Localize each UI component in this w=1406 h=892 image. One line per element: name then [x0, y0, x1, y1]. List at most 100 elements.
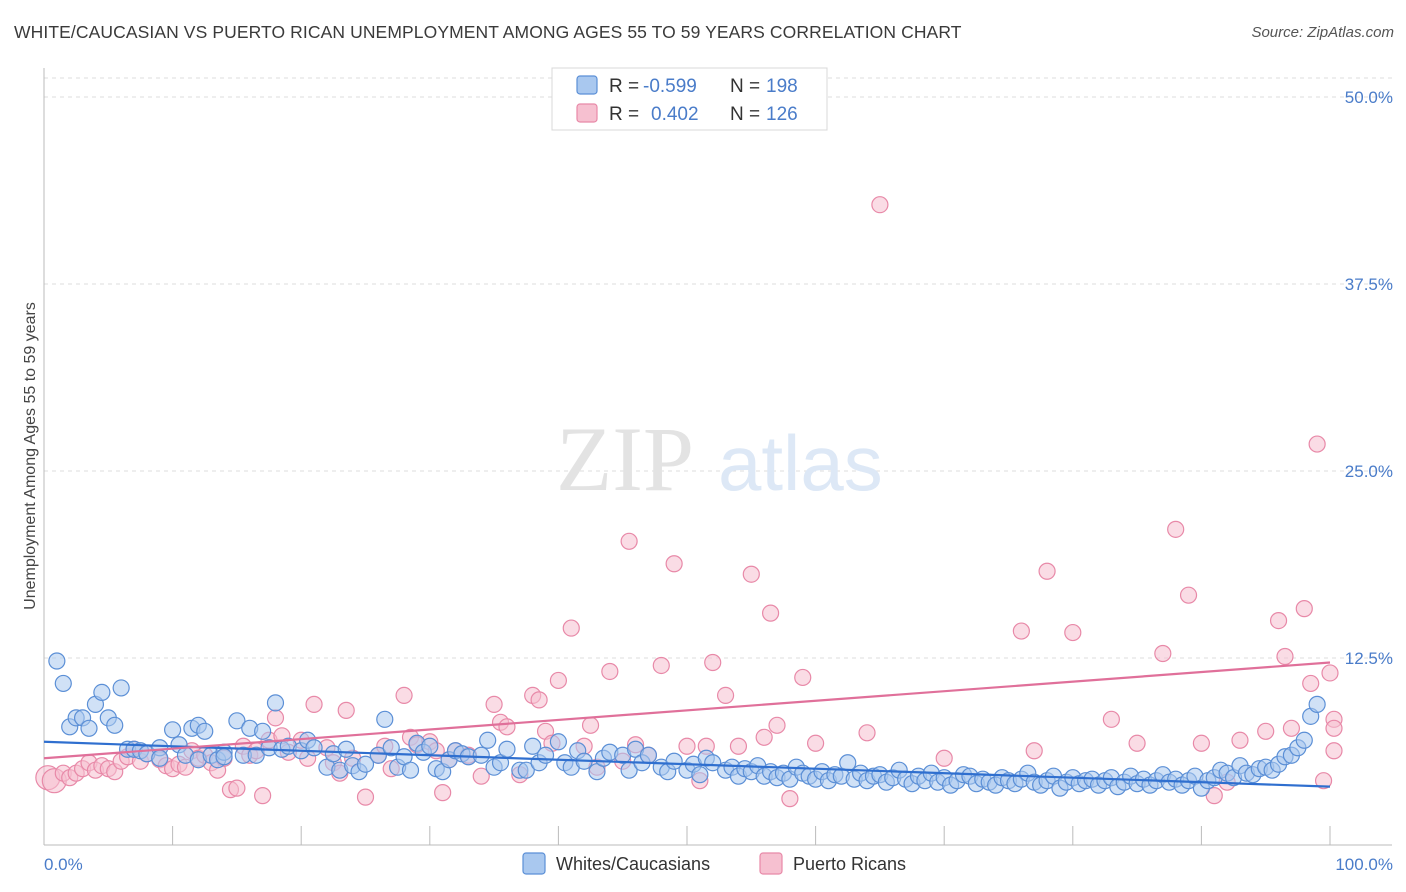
white-point	[639, 746, 658, 764]
legend-r-label-1: R =	[609, 76, 639, 97]
legend-n-value-1: 198	[766, 76, 798, 97]
puerto-rican-point	[806, 734, 825, 752]
y-axis-label: Unemployment Among Ages 55 to 59 years	[22, 302, 39, 610]
puerto-rican-point	[1282, 719, 1301, 737]
puerto-rican-point	[485, 695, 503, 713]
puerto-rican-point	[1276, 647, 1294, 666]
white-point	[1308, 695, 1326, 713]
series-swatch-puerto-ricans	[759, 852, 783, 875]
puerto-rican-point	[1269, 611, 1288, 630]
puerto-rican-point	[858, 724, 876, 742]
puerto-rican-point	[395, 686, 413, 705]
puerto-rican-point	[1192, 734, 1211, 752]
watermark: ZIP atlas	[556, 408, 883, 510]
white-point	[80, 719, 98, 737]
puerto-rican-point	[601, 662, 619, 681]
puerto-rican-point	[1128, 734, 1146, 752]
puerto-rican-point	[1205, 787, 1223, 805]
puerto-rican-point	[742, 565, 760, 583]
puerto-rican-point	[794, 668, 812, 687]
puerto-rican-point	[498, 718, 516, 736]
white-point	[536, 746, 555, 764]
white-point	[517, 761, 535, 779]
puerto-rican-point	[1325, 719, 1343, 737]
white-point	[93, 683, 111, 702]
white-point	[401, 761, 420, 779]
puerto-rican-point	[581, 716, 600, 734]
white-points	[48, 652, 1326, 797]
y-tick-label: 50.0%	[1345, 88, 1393, 107]
y-tick-label: 37.5%	[1345, 275, 1393, 294]
white-point	[48, 652, 66, 670]
puerto-rican-point	[1302, 674, 1320, 693]
puerto-rican-point	[716, 686, 735, 705]
legend-n-value-2: 126	[766, 104, 798, 125]
puerto-rican-point	[755, 728, 773, 746]
y-tick-label: 12.5%	[1345, 649, 1393, 668]
white-point	[215, 748, 233, 766]
puerto-rican-point	[1231, 731, 1249, 749]
puerto-rican-point	[1325, 742, 1343, 760]
puerto-rican-point	[665, 555, 683, 573]
puerto-rican-point	[1025, 742, 1043, 760]
white-point	[479, 731, 497, 749]
white-point	[472, 746, 490, 764]
y-tick-labels: 12.5% 25.0% 37.5% 50.0%	[1345, 88, 1393, 668]
puerto-rican-point	[1012, 622, 1030, 640]
watermark-atlas: atlas	[718, 419, 883, 507]
puerto-rican-point	[305, 695, 323, 713]
puerto-rican-point	[935, 749, 953, 767]
series-label-whites: Whites/Caucasians	[556, 854, 710, 874]
legend-box	[551, 67, 828, 131]
puerto-rican-point	[434, 784, 452, 802]
white-point	[498, 740, 516, 758]
puerto-rican-point	[1314, 772, 1333, 790]
watermark-zip: ZIP	[556, 408, 694, 510]
white-point	[704, 754, 722, 772]
puerto-rican-point	[678, 737, 696, 755]
puerto-rican-point	[228, 779, 246, 797]
white-point	[106, 716, 124, 734]
x-tick-label-max: 100.0%	[1335, 855, 1393, 874]
puerto-rican-point	[472, 767, 490, 785]
white-point	[524, 737, 542, 755]
gridlines	[44, 77, 1392, 659]
puerto-rican-point	[781, 790, 799, 808]
puerto-rican-point	[1321, 664, 1339, 682]
puerto-rican-point	[620, 532, 638, 550]
correlation-legend: R = -0.599 N = 198 R = 0.402 N = 126	[551, 67, 828, 131]
puerto-rican-point	[530, 691, 548, 709]
white-point	[382, 739, 400, 757]
puerto-rican-point	[652, 656, 670, 675]
whites-trend-line	[43, 740, 1331, 788]
puerto-rican-point	[337, 701, 355, 719]
white-point	[196, 722, 214, 740]
puerto-rican-point	[1154, 644, 1172, 663]
white-point	[228, 712, 246, 730]
puerto-rican-point	[1295, 600, 1313, 618]
puerto-rican-point	[1179, 586, 1198, 604]
white-point	[369, 746, 387, 764]
puerto-rican-point	[729, 737, 748, 755]
legend-swatch-blue	[576, 75, 598, 95]
puerto-rican-point	[266, 709, 285, 727]
legend-r-value-2: 0.402	[651, 104, 699, 125]
white-point	[839, 754, 857, 772]
white-point	[356, 755, 375, 773]
white-point	[337, 740, 355, 758]
axes	[43, 68, 1392, 846]
puerto-rican-point	[1038, 562, 1056, 580]
source-label: Source: ZipAtlas.com	[1251, 24, 1394, 41]
white-point	[266, 694, 285, 712]
white-point	[665, 752, 683, 770]
puerto-rican-point	[356, 788, 375, 806]
y-tick-label: 25.0%	[1345, 462, 1393, 481]
white-point	[247, 746, 265, 764]
puerto-rican-point	[1064, 623, 1082, 642]
white-point	[151, 749, 169, 767]
legend-r-label-2: R =	[609, 104, 639, 125]
puerto-ricans-trend-line	[43, 661, 1331, 760]
puerto-rican-point	[1308, 435, 1326, 453]
x-tick-label-min: 0.0%	[44, 855, 83, 874]
